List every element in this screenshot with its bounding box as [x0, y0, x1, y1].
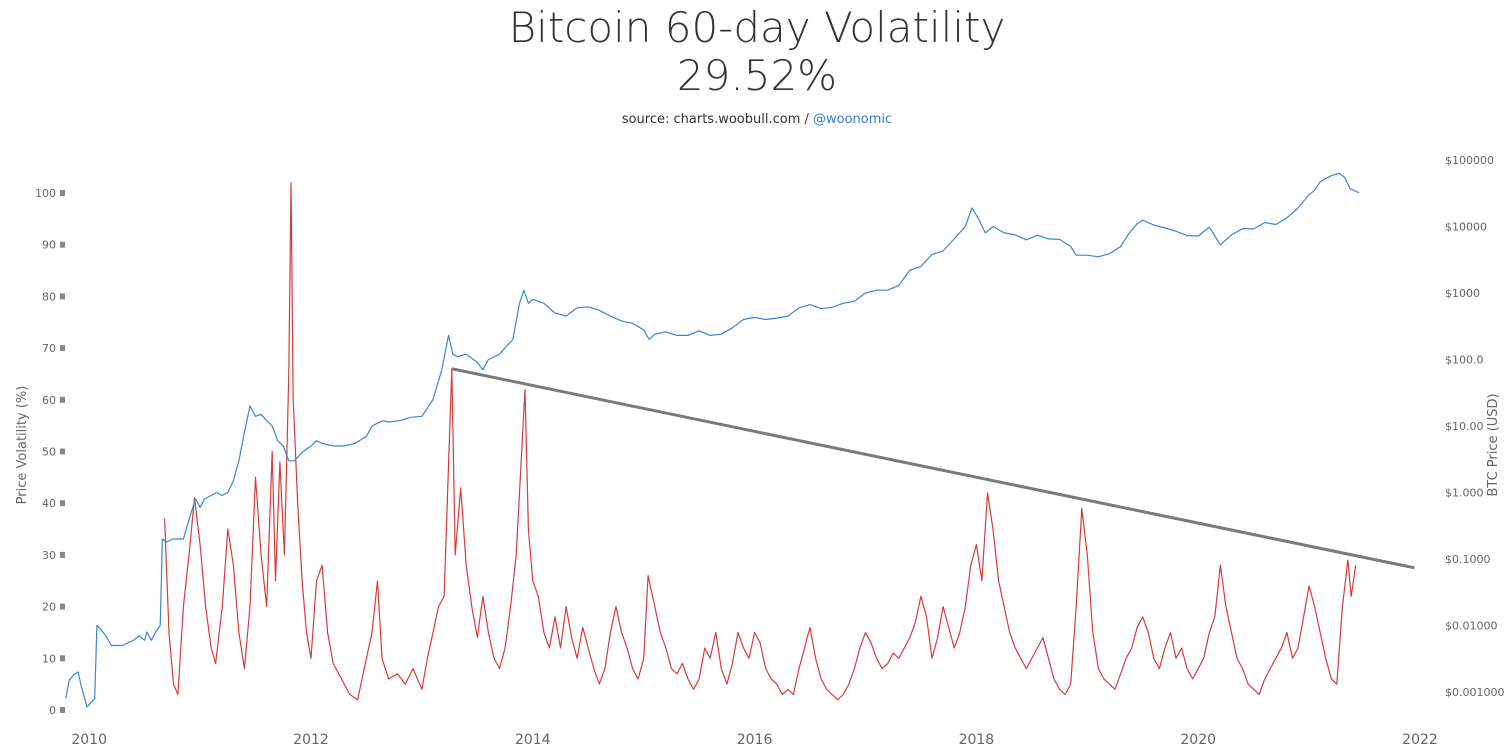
- y-right-tick-label: $0.001000: [1445, 686, 1505, 699]
- volatility-line: [164, 182, 1357, 701]
- y-left-tick-label: 10: [42, 652, 56, 665]
- y-left-tick-mark: [60, 603, 65, 610]
- chart-title: Bitcoin 60-day Volatility: [509, 3, 1006, 52]
- plot-area: [65, 172, 1415, 708]
- volatility-trendline: [451, 367, 1415, 570]
- y-left-tick-label: 90: [42, 239, 56, 252]
- y-right-axis: $0.001000 $0.01000 $0.1000 $1.000 $10.00 $100…: [1445, 154, 1505, 699]
- y-left-tick-mark: [60, 190, 65, 196]
- x-axis: 2010 2012 2014 2016 2018 2020 2022: [71, 732, 1437, 748]
- y-left-tick-mark: [60, 396, 65, 403]
- x-tick-label: 2014: [515, 732, 551, 748]
- y-left-tick-mark: [60, 448, 65, 455]
- chart-current-value: 29.52%: [677, 51, 837, 100]
- y-left-tick-mark: [60, 655, 65, 662]
- source-prefix: source: charts.woobull.com /: [622, 112, 813, 127]
- y-left-tick-label: 30: [42, 549, 56, 562]
- y-left-tick-label: 20: [42, 601, 56, 614]
- y-left-tick-mark: [60, 293, 65, 300]
- y-right-tick-label: $100.0: [1445, 354, 1484, 367]
- y-right-tick-label: $1000: [1445, 287, 1480, 300]
- btc-price-line: [65, 172, 1360, 708]
- y-left-axis-label: Price Volatility (%): [15, 386, 30, 505]
- y-left-tick-mark: [60, 345, 65, 352]
- y-left-tick-label: 0: [49, 704, 56, 717]
- y-right-axis-label: BTC Price (USD): [1486, 393, 1501, 496]
- y-left-tick-mark: [60, 707, 65, 713]
- y-right-tick-label: $100000: [1445, 154, 1494, 167]
- x-tick-label: 2018: [959, 732, 995, 748]
- y-left-tick-mark: [60, 551, 65, 558]
- y-right-tick-label: $1.000: [1445, 487, 1484, 500]
- source-handle-link[interactable]: @woonomic: [813, 112, 892, 127]
- y-right-tick-label: $0.01000: [1445, 620, 1498, 633]
- x-tick-label: 2022: [1402, 732, 1438, 748]
- y-left-tick-label: 40: [42, 497, 56, 510]
- y-left-tick-label: 100: [35, 187, 56, 200]
- y-left-tick-mark: [60, 241, 65, 248]
- y-left-axis: 0 10 20 30 40 50 60 70 80 90 100: [35, 187, 65, 717]
- y-right-tick-label: $10.00: [1445, 420, 1484, 433]
- x-tick-label: 2016: [737, 732, 773, 748]
- y-left-tick-label: 60: [42, 394, 56, 407]
- y-left-tick-label: 50: [42, 446, 56, 459]
- x-tick-label: 2012: [293, 732, 329, 748]
- y-left-tick-label: 80: [42, 290, 56, 303]
- y-right-tick-label: $0.1000: [1445, 553, 1491, 566]
- x-tick-label: 2010: [71, 732, 107, 748]
- chart-source: source: charts.woobull.com / @woonomic: [622, 112, 892, 127]
- y-right-tick-label: $10000: [1445, 221, 1487, 234]
- y-left-tick-label: 70: [42, 342, 56, 355]
- x-tick-label: 2020: [1180, 732, 1216, 748]
- y-left-tick-mark: [60, 500, 65, 507]
